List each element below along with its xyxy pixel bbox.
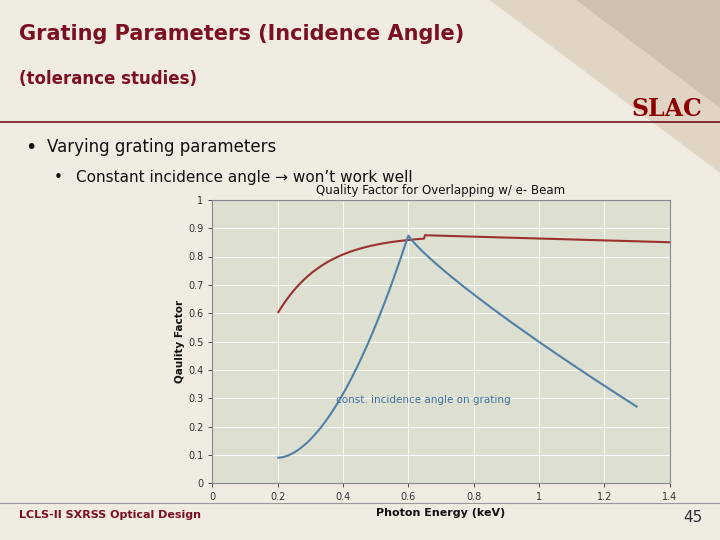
Text: (tolerance studies): (tolerance studies)	[19, 70, 197, 88]
Text: SLAC: SLAC	[631, 98, 702, 122]
Text: const. incidence angle on grating: const. incidence angle on grating	[336, 395, 511, 404]
X-axis label: Photon Energy (keV): Photon Energy (keV)	[377, 508, 505, 518]
Text: Grating Parameters (Incidence Angle): Grating Parameters (Incidence Angle)	[19, 24, 464, 44]
Text: Varying grating parameters: Varying grating parameters	[47, 138, 276, 156]
Title: Quality Factor for Overlapping w/ e- Beam: Quality Factor for Overlapping w/ e- Bea…	[316, 184, 566, 197]
Polygon shape	[490, 0, 720, 173]
Y-axis label: Qaulity Factor: Qaulity Factor	[175, 300, 185, 383]
Text: Constant incidence angle → won’t work well: Constant incidence angle → won’t work we…	[76, 170, 413, 185]
Text: •: •	[54, 170, 63, 185]
Text: LCLS-II SXRSS Optical Design: LCLS-II SXRSS Optical Design	[19, 510, 202, 521]
Text: •: •	[25, 138, 37, 157]
Polygon shape	[576, 0, 720, 108]
Text: 45: 45	[683, 510, 702, 525]
